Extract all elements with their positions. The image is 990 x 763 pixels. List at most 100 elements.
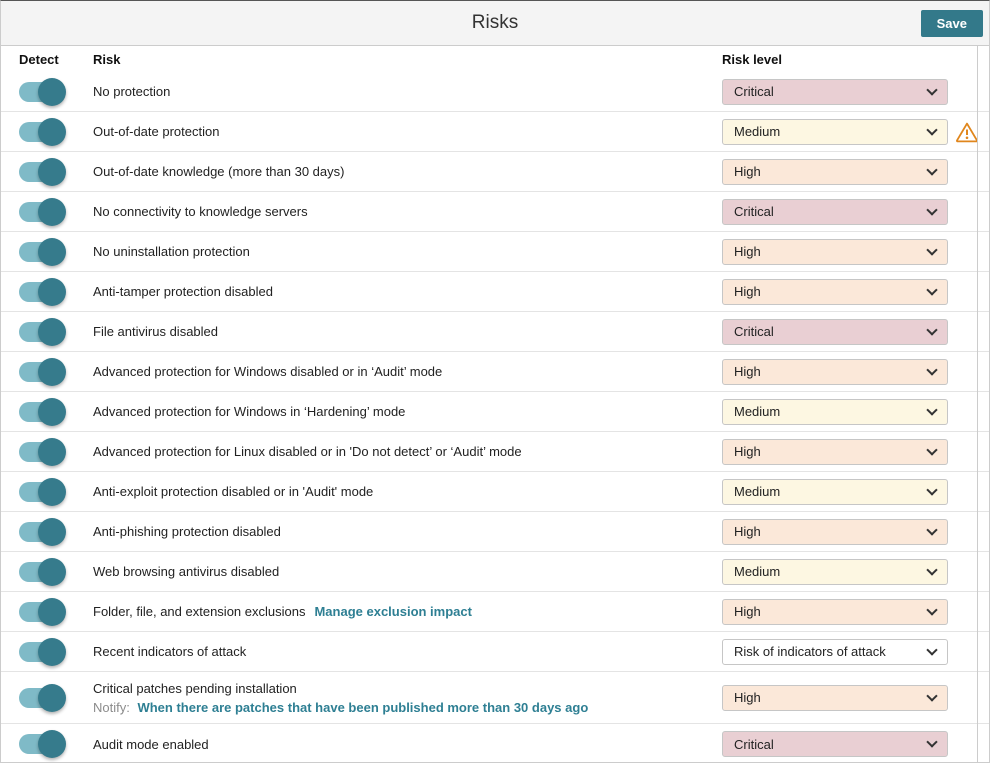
- chevron-down-icon: [926, 483, 938, 496]
- detect-toggle[interactable]: [19, 437, 66, 466]
- detect-cell: [1, 157, 93, 186]
- detect-toggle[interactable]: [19, 517, 66, 546]
- risk-name: Anti-phishing protection disabled: [93, 524, 281, 539]
- risk-level-value: Medium: [734, 124, 781, 139]
- chevron-down-icon: [926, 403, 938, 416]
- detect-toggle[interactable]: [19, 637, 66, 666]
- detect-toggle[interactable]: [19, 683, 66, 712]
- toggle-knob-icon: [38, 197, 66, 226]
- risk-level-select[interactable]: High: [722, 158, 948, 185]
- risk-name: Audit mode enabled: [93, 736, 209, 752]
- risk-level-select[interactable]: High: [722, 684, 948, 711]
- risk-name-line: Audit mode enabled: [93, 737, 714, 752]
- risk-row: File antivirus disabled Critical: [1, 312, 989, 352]
- risk-level-value: Critical: [734, 84, 774, 99]
- column-header-risk-level: Risk level: [722, 52, 782, 67]
- risk-name-line: Advanced protection for Windows in ‘Hard…: [93, 404, 714, 419]
- risk-level-select[interactable]: Critical: [722, 318, 948, 345]
- risk-level-select[interactable]: High: [722, 358, 948, 385]
- detect-toggle[interactable]: [19, 237, 66, 266]
- detect-toggle[interactable]: [19, 397, 66, 426]
- risk-level-select[interactable]: Critical: [722, 731, 948, 757]
- risk-level-select[interactable]: High: [722, 438, 948, 465]
- risk-cell: Folder, file, and extension exclusions M…: [93, 604, 722, 619]
- detect-cell: [1, 683, 93, 712]
- risk-row: Audit mode enabled Critical: [1, 724, 989, 762]
- risk-row: Out-of-date protection Medium: [1, 112, 989, 152]
- detect-toggle[interactable]: [19, 77, 66, 106]
- notify-link[interactable]: When there are patches that have been pu…: [137, 699, 589, 715]
- toggle-knob-icon: [38, 477, 66, 506]
- risk-name-line: Recent indicators of attack: [93, 644, 714, 659]
- risk-level-value: High: [734, 164, 761, 179]
- chevron-down-icon: [926, 689, 938, 702]
- detect-toggle[interactable]: [19, 197, 66, 226]
- detect-toggle[interactable]: [19, 277, 66, 306]
- risk-level-cell: Critical: [722, 78, 989, 105]
- detect-toggle[interactable]: [19, 477, 66, 506]
- risk-level-select[interactable]: High: [722, 238, 948, 265]
- detect-toggle[interactable]: [19, 317, 66, 346]
- risk-name-line: Advanced protection for Windows disabled…: [93, 364, 714, 379]
- risk-name: Critical patches pending installation: [93, 680, 297, 696]
- risk-level-cell: High: [722, 158, 989, 185]
- risk-row: Recent indicators of attack Risk of indi…: [1, 632, 989, 672]
- risk-row: No uninstallation protection High: [1, 232, 989, 272]
- risk-level-cell: Medium: [722, 478, 989, 505]
- detect-cell: [1, 277, 93, 306]
- detect-toggle[interactable]: [19, 557, 66, 586]
- chevron-down-icon: [926, 523, 938, 536]
- risk-level-select[interactable]: High: [722, 518, 948, 545]
- risk-name-line: Folder, file, and extension exclusions M…: [93, 604, 714, 619]
- risk-level-value: High: [734, 524, 761, 539]
- risk-name-line: Anti-tamper protection disabled: [93, 284, 714, 299]
- risk-level-select[interactable]: High: [722, 598, 948, 625]
- risk-level-cell: High: [722, 438, 989, 465]
- risk-level-cell: High: [722, 278, 989, 305]
- manage-exclusion-impact-link[interactable]: Manage exclusion impact: [314, 604, 472, 619]
- detect-toggle[interactable]: [19, 357, 66, 386]
- risk-name: Recent indicators of attack: [93, 644, 247, 659]
- risk-level-select[interactable]: Risk of indicators of attack: [722, 638, 948, 665]
- risk-name: Out-of-date protection: [93, 124, 220, 139]
- risk-level-value: High: [734, 284, 761, 299]
- risk-name: No connectivity to knowledge servers: [93, 204, 308, 219]
- detect-toggle[interactable]: [19, 157, 66, 186]
- toggle-knob-icon: [38, 557, 66, 586]
- risk-level-select[interactable]: Medium: [722, 478, 948, 505]
- detect-toggle[interactable]: [19, 597, 66, 626]
- risk-level-value: High: [734, 690, 761, 705]
- risk-level-select[interactable]: Critical: [722, 78, 948, 105]
- detect-toggle[interactable]: [19, 730, 66, 758]
- risk-row: Advanced protection for Windows in ‘Hard…: [1, 392, 989, 432]
- risk-cell: No uninstallation protection: [93, 244, 722, 259]
- risk-level-select[interactable]: High: [722, 278, 948, 305]
- risk-level-select[interactable]: Critical: [722, 198, 948, 225]
- risk-level-select[interactable]: Medium: [722, 398, 948, 425]
- toggle-knob-icon: [38, 597, 66, 626]
- save-button[interactable]: Save: [920, 10, 983, 37]
- page-header: Risks Save: [1, 1, 989, 46]
- risk-row: No protection Critical: [1, 72, 989, 112]
- risk-row: Advanced protection for Windows disabled…: [1, 352, 989, 392]
- chevron-down-icon: [926, 603, 938, 616]
- toggle-knob-icon: [38, 117, 66, 146]
- risk-name-line: Advanced protection for Linux disabled o…: [93, 444, 714, 459]
- risk-name: File antivirus disabled: [93, 324, 219, 339]
- notify-line: Notify: When there are patches that have…: [93, 700, 714, 715]
- toggle-knob-icon: [38, 357, 66, 386]
- risk-name: No uninstallation protection: [93, 244, 250, 259]
- notify-label: Notify:: [93, 699, 130, 715]
- risk-name: Out-of-date knowledge (more than 30 days…: [93, 164, 345, 179]
- chevron-down-icon: [926, 323, 938, 336]
- detect-toggle[interactable]: [19, 117, 66, 146]
- risk-name-line: Anti-phishing protection disabled: [93, 524, 714, 539]
- risk-level-select[interactable]: Medium: [722, 118, 948, 145]
- risk-row: Web browsing antivirus disabled Medium: [1, 552, 989, 592]
- risk-level-value: High: [734, 604, 761, 619]
- risk-level-select[interactable]: Medium: [722, 558, 948, 585]
- risk-level-value: High: [734, 444, 761, 459]
- risk-level-cell: Critical: [722, 731, 989, 757]
- risk-cell: Out-of-date protection: [93, 124, 722, 139]
- toggle-knob-icon: [38, 437, 66, 466]
